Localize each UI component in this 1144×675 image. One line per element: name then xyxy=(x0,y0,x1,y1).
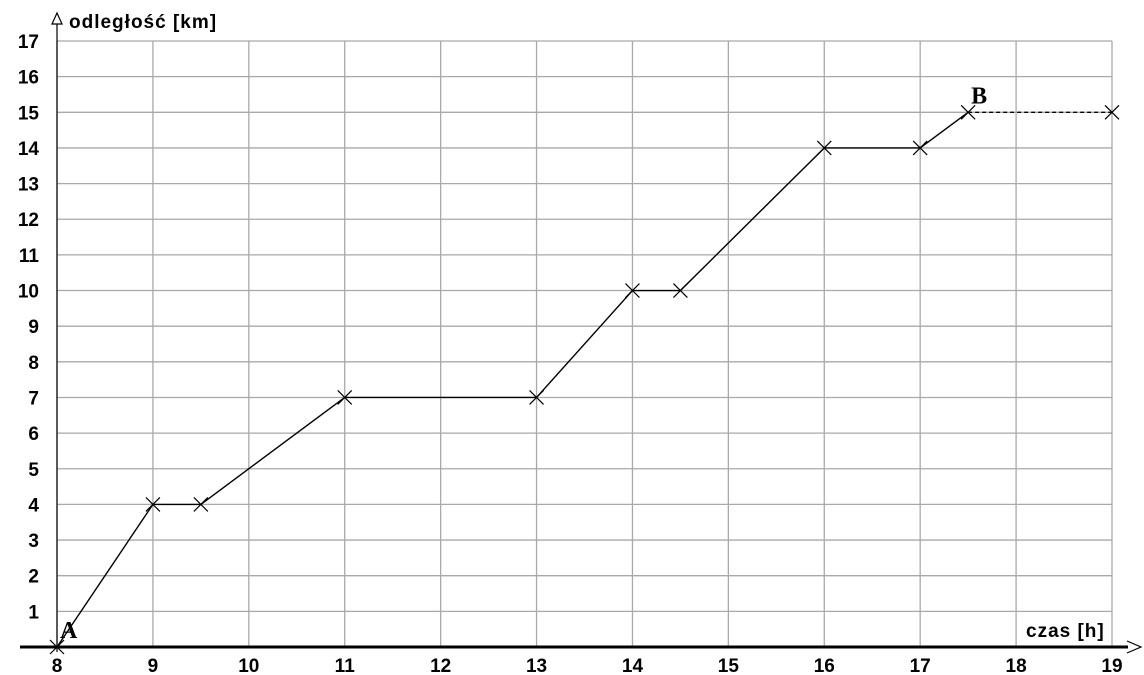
y-tick-label: 5 xyxy=(28,460,39,481)
y-tick-label: 15 xyxy=(18,103,40,124)
y-tick-label: 6 xyxy=(28,424,39,445)
x-tick-label: 18 xyxy=(1006,656,1027,675)
data-point-marker xyxy=(49,639,65,655)
point-annotation: A xyxy=(60,618,78,644)
x-axis-label: czas [h] xyxy=(1026,621,1105,642)
x-tick-label: 17 xyxy=(910,656,931,675)
y-tick-label: 1 xyxy=(28,602,39,623)
data-point-marker xyxy=(672,283,688,298)
data-point-marker xyxy=(145,496,161,512)
x-tick-label: 10 xyxy=(238,656,259,675)
y-tick-label: 12 xyxy=(18,210,39,231)
x-tick-label: 9 xyxy=(148,656,159,675)
data-point-marker xyxy=(529,390,544,405)
data-point-marker xyxy=(337,390,353,405)
grid xyxy=(56,40,1113,647)
point-annotation: B xyxy=(971,83,987,109)
data-point-marker xyxy=(625,283,640,298)
axes xyxy=(20,11,1143,654)
y-tick-label: 17 xyxy=(18,32,39,53)
point-annotations: AB xyxy=(60,83,987,644)
x-tick-labels: 8 9 10 11 12 13 14 15 16 17 18 19 xyxy=(52,656,1123,675)
x-tick-label: 11 xyxy=(335,656,356,675)
y-axis-label: odległość [km] xyxy=(69,12,217,33)
y-tick-label: 7 xyxy=(28,388,39,409)
data-point-marker xyxy=(816,140,832,156)
x-tick-label: 16 xyxy=(814,656,835,675)
y-axis-arrow xyxy=(51,11,63,25)
series-line xyxy=(56,111,969,648)
x-tick-label: 8 xyxy=(52,656,63,675)
x-tick-label: 15 xyxy=(718,656,740,675)
x-tick-label: 13 xyxy=(526,656,547,675)
data-point-marker xyxy=(1104,104,1120,120)
y-tick-label: 4 xyxy=(28,495,39,516)
series-lines xyxy=(56,111,1112,648)
y-tick-label: 11 xyxy=(19,246,40,267)
x-tick-label: 14 xyxy=(622,656,644,675)
y-tick-label: 10 xyxy=(18,282,39,303)
x-tick-label: 12 xyxy=(430,656,451,675)
y-tick-label: 16 xyxy=(18,68,39,89)
x-tick-label: 19 xyxy=(1101,656,1122,675)
y-tick-label: 2 xyxy=(28,567,39,588)
data-point-marker xyxy=(912,140,928,156)
data-point-marker xyxy=(960,104,976,120)
y-tick-label: 14 xyxy=(18,139,40,160)
data-point-markers xyxy=(49,104,1120,655)
y-tick-label: 8 xyxy=(28,353,39,374)
x-axis-arrow xyxy=(1126,640,1143,654)
y-tick-label: 9 xyxy=(28,317,39,338)
y-tick-label: 3 xyxy=(28,531,39,552)
y-tick-label: 13 xyxy=(18,175,39,196)
data-point-marker xyxy=(193,496,209,512)
